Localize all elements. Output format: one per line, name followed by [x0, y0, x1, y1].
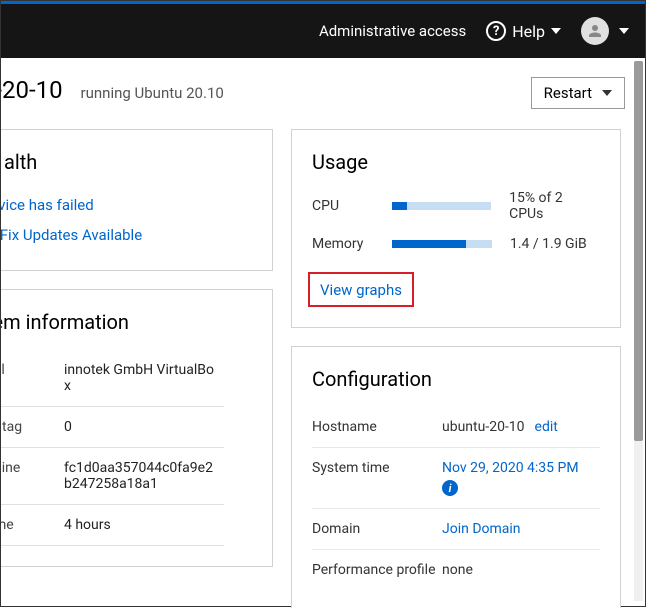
table-row: elinnotek GmbH VirtualBox [1, 350, 224, 407]
page-subtitle: running Ubuntu 20.10 [81, 84, 224, 102]
mem-label: Memory [312, 236, 392, 252]
mem-value: 1.4 / 1.9 GiB [510, 236, 587, 252]
edit-hostname-link[interactable]: edit [535, 419, 558, 435]
help-label: Help [512, 22, 545, 41]
table-row: me4 hours [1, 505, 224, 546]
table-row: t tag0 [1, 407, 224, 448]
table-row: ninefc1d0aa357044c0fa9e2b247258a18a1 [1, 448, 224, 505]
health-card: alth l service has failed Bug Fix Update… [1, 129, 273, 271]
sysinfo-table: elinnotek GmbH VirtualBox t tag0 ninefc1… [1, 350, 224, 546]
usage-cpu-row: CPU 15% of 2 CPUs [312, 190, 600, 222]
usage-title: Usage [312, 150, 600, 174]
info-icon[interactable]: i [442, 480, 458, 496]
cpu-value: 15% of 2 CPUs [509, 190, 600, 222]
mem-bar [392, 240, 492, 248]
top-bar: Administrative access ? Help [1, 4, 645, 58]
help-icon: ? [486, 21, 506, 41]
scrollbar[interactable] [634, 61, 643, 601]
join-domain-link[interactable]: Join Domain [442, 521, 521, 537]
view-graphs-link[interactable]: View graphs [320, 281, 402, 299]
config-domain-row: Domain Join Domain [312, 509, 600, 550]
health-item-link[interactable]: l service has failed [1, 190, 252, 220]
admin-access-label[interactable]: Administrative access [319, 22, 466, 40]
usage-mem-row: Memory 1.4 / 1.9 GiB [312, 236, 600, 252]
avatar-icon [581, 17, 609, 45]
view-graphs-highlight: View graphs [308, 272, 414, 307]
config-card: Configuration Hostname ubuntu-20-10edit … [291, 346, 621, 608]
restart-label: Restart [544, 84, 592, 102]
help-menu[interactable]: ? Help [486, 21, 561, 41]
chevron-down-icon [551, 28, 561, 34]
systime-link[interactable]: Nov 29, 2020 4:35 PM [442, 460, 579, 476]
health-item-link[interactable]: Bug Fix Updates Available [1, 220, 252, 250]
sysinfo-title: tem information [1, 310, 252, 334]
page-header: ntu-20-10 running Ubuntu 20.10 Restart [1, 76, 645, 129]
scrollbar-thumb[interactable] [634, 61, 643, 441]
cpu-label: CPU [312, 198, 392, 214]
config-perf-row: Performance profile none [312, 550, 600, 590]
page-title: ntu-20-10 [1, 76, 63, 104]
sysinfo-card: tem information elinnotek GmbH VirtualBo… [1, 289, 273, 567]
usage-card: Usage CPU 15% of 2 CPUs Memory 1.4 / 1.9… [291, 129, 621, 328]
health-title: alth [4, 150, 252, 174]
config-systime-row: System time Nov 29, 2020 4:35 PMi [312, 448, 600, 509]
cpu-bar [392, 202, 491, 210]
config-hostname-row: Hostname ubuntu-20-10edit [312, 407, 600, 448]
config-title: Configuration [312, 367, 600, 391]
user-menu[interactable] [581, 17, 629, 45]
chevron-down-icon [602, 90, 612, 96]
restart-button[interactable]: Restart [531, 77, 625, 109]
chevron-down-icon [619, 28, 629, 34]
